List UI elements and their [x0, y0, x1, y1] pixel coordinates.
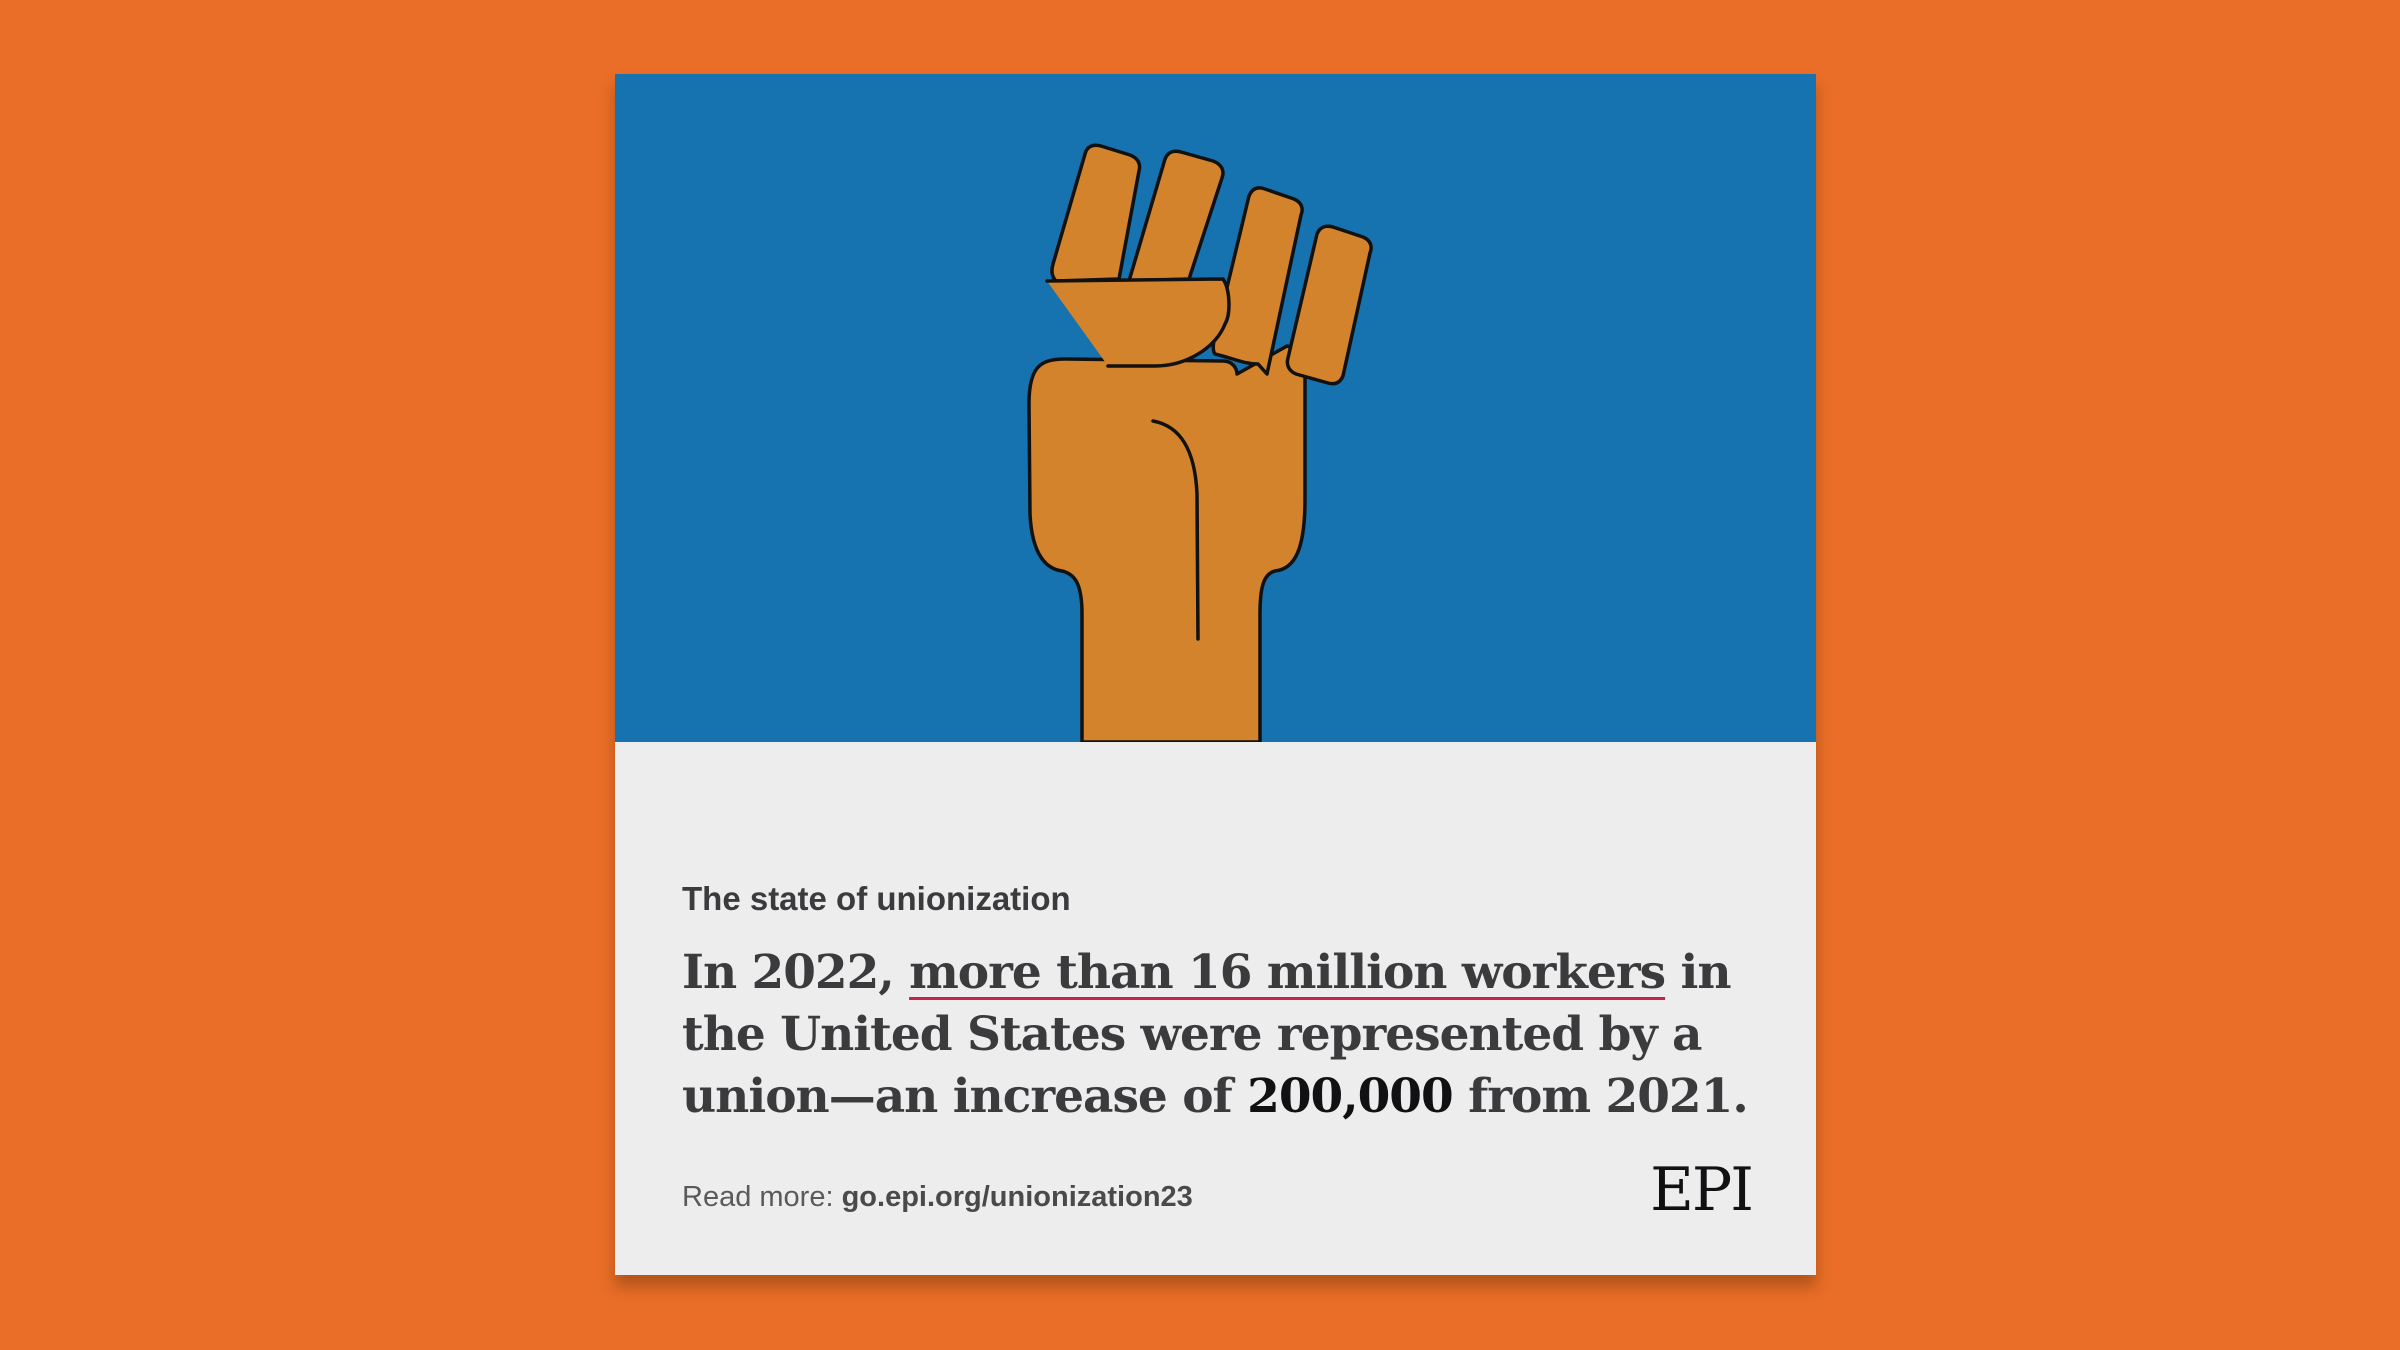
headline-highlight: more than 16 million workers [909, 945, 1666, 1000]
finger-little [1285, 224, 1373, 386]
thumb-shape [1045, 277, 1231, 368]
headline-end: from 2021. [1452, 1069, 1749, 1124]
text-panel: The state of unionization In 2022, more … [615, 742, 1816, 1275]
headline-intro: In 2022, [682, 945, 910, 1000]
illustration-panel [615, 74, 1816, 742]
read-more: Read more: go.epi.org/unionization23 [682, 1183, 1193, 1212]
raised-fist-icon [1027, 143, 1373, 742]
palm-crease-line [1151, 419, 1200, 641]
headline-middle: in the United States were represented by… [682, 945, 1731, 1124]
epi-logo: EPI [1650, 1155, 1754, 1225]
forearm-shape [1027, 344, 1307, 742]
infographic-card: The state of unionization In 2022, more … [615, 74, 1816, 1275]
read-more-label: Read more: [682, 1181, 842, 1213]
finger-middle [1127, 149, 1225, 283]
read-more-link[interactable]: go.epi.org/unionization23 [841, 1181, 1193, 1213]
finger-index [1050, 143, 1142, 283]
finger-ring [1211, 186, 1304, 376]
headline-number: 200,000 [1247, 1069, 1454, 1124]
headline: In 2022, more than 16 million workers in… [682, 942, 1762, 1128]
section-eyebrow: The state of unionization [682, 880, 1071, 917]
